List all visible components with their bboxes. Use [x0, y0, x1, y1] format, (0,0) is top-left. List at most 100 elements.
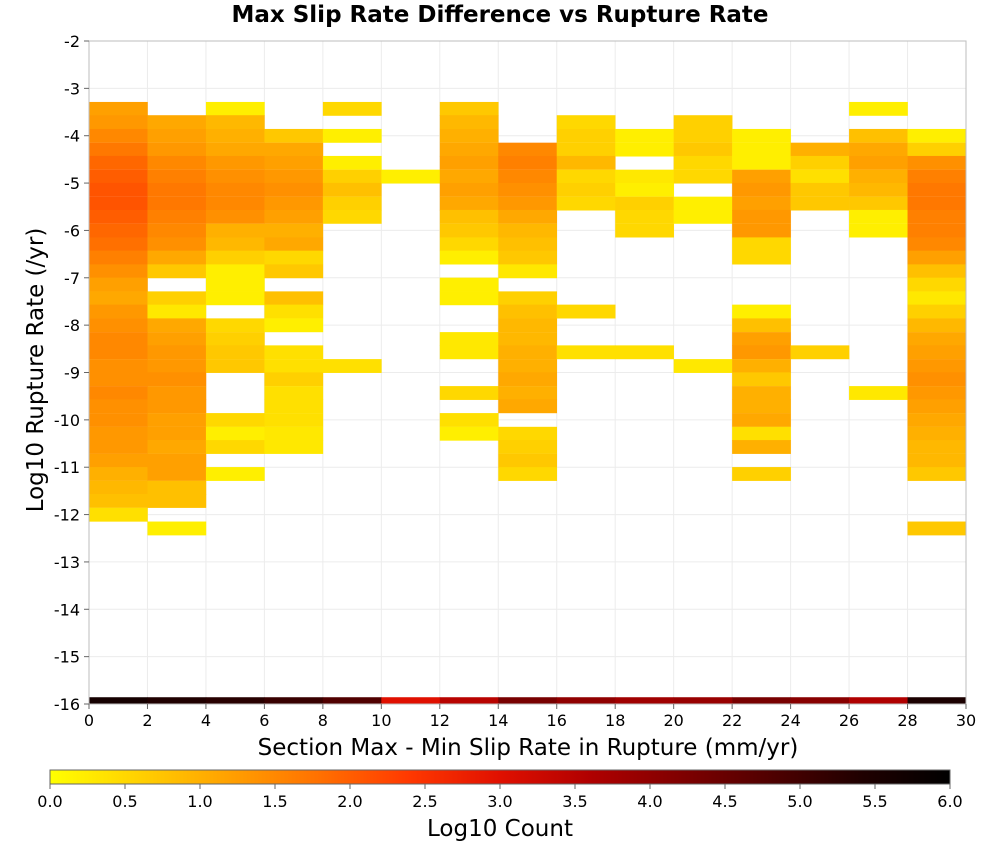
x-tick-label: 10	[371, 711, 391, 730]
heatmap-cell	[147, 155, 207, 170]
colorbar-tick-label: 5.5	[862, 792, 887, 811]
heatmap-cell	[732, 697, 791, 705]
x-tick-label: 30	[956, 711, 976, 730]
heatmap-cell	[790, 169, 850, 184]
heatmap-cell	[615, 345, 674, 360]
heatmap-cell	[205, 128, 265, 143]
heatmap-cell	[732, 169, 791, 184]
heatmap-cell	[89, 413, 148, 427]
heatmap-cell	[322, 697, 382, 705]
heatmap-cell	[439, 142, 499, 157]
heatmap-cell	[205, 223, 265, 238]
heatmap-cell	[205, 697, 265, 705]
heatmap-cell	[907, 237, 967, 252]
y-tick-label: -10	[54, 411, 80, 430]
heatmap-cell	[849, 196, 908, 211]
heatmap-cell	[89, 169, 148, 184]
x-tick-label: 14	[488, 711, 508, 730]
x-tick-label: 8	[318, 711, 328, 730]
colorbar-tick-label: 3.5	[562, 792, 587, 811]
heatmap-cell	[439, 223, 499, 238]
heatmap-cell	[498, 250, 558, 265]
y-tick-label: -13	[54, 553, 80, 572]
heatmap-cell	[205, 277, 265, 292]
y-tick-label: -15	[54, 648, 80, 667]
y-tick-label: -8	[64, 316, 80, 335]
heatmap-cell	[89, 237, 148, 252]
heatmap-cell	[264, 372, 324, 387]
heatmap-cell	[147, 386, 207, 400]
heatmap-cell	[205, 467, 265, 481]
heatmap-cell	[732, 223, 791, 238]
heatmap-cell	[849, 142, 908, 157]
colorbar-tick-label: 5.0	[787, 792, 812, 811]
heatmap-cell	[147, 196, 207, 211]
heatmap-cell	[264, 223, 324, 238]
heatmap-cell	[147, 697, 207, 705]
heatmap-cell	[556, 196, 616, 211]
heatmap-cell	[849, 209, 908, 224]
heatmap-cell	[322, 182, 382, 197]
heatmap-cell	[498, 196, 558, 211]
x-tick-label: 22	[722, 711, 742, 730]
colorbar-tick-label: 4.5	[712, 792, 737, 811]
y-tick-label: -6	[64, 221, 80, 240]
colorbar-tick-label: 2.5	[412, 792, 437, 811]
heatmap-cell	[439, 250, 499, 265]
x-tick-label: 2	[142, 711, 152, 730]
y-tick-label: -4	[64, 127, 80, 146]
heatmap-cell	[264, 426, 324, 441]
heatmap-cell	[907, 209, 967, 224]
heatmap-cell	[907, 196, 967, 211]
heatmap-cell	[147, 440, 207, 454]
heatmap-cell	[732, 250, 791, 265]
heatmap-cell	[89, 332, 148, 346]
heatmap-cell	[322, 196, 382, 211]
heatmap-cell	[89, 209, 148, 224]
x-tick-label: 0	[84, 711, 94, 730]
heatmap-cell	[732, 345, 791, 360]
heatmap-cell	[89, 264, 148, 279]
colorbar-tick-label: 4.0	[637, 792, 662, 811]
heatmap-cell	[849, 386, 908, 400]
heatmap-cell	[615, 169, 674, 184]
x-axis: 0 2 4 6 8 10 12 14 16 18 20 22 24 26 28 30	[84, 704, 976, 730]
heatmap-cell	[147, 291, 207, 306]
heatmap-cell	[673, 697, 733, 705]
heatmap-cell	[264, 209, 324, 224]
heatmap-cell	[147, 237, 207, 252]
heatmap-cell	[849, 223, 908, 238]
heatmap-cell	[264, 359, 324, 373]
heatmap-cell	[556, 128, 616, 143]
x-tick-label: 26	[839, 711, 859, 730]
heatmap-cell	[498, 142, 558, 157]
heatmap-cell	[147, 115, 207, 130]
heatmap-cell	[147, 359, 207, 373]
heatmap-cell	[732, 332, 791, 346]
heatmap-cell	[907, 453, 967, 468]
x-tick-label: 28	[897, 711, 917, 730]
heatmap-cell	[498, 209, 558, 224]
colorbar-tick-label: 1.0	[187, 792, 212, 811]
heatmap-cell	[89, 426, 148, 441]
heatmap-cell	[439, 115, 499, 130]
heatmap-cell	[264, 291, 324, 306]
heatmap-cell	[907, 426, 967, 441]
heatmap-cell	[498, 697, 558, 705]
heatmap-cell	[205, 359, 265, 373]
heatmap-cell	[264, 399, 324, 414]
heatmap-cell	[205, 440, 265, 454]
y-tick-label: -9	[64, 364, 80, 383]
y-axis-label: Log10 Rupture Rate (/yr)	[23, 228, 49, 513]
heatmap-cell	[498, 264, 558, 279]
heatmap-cell	[907, 467, 967, 481]
heatmap-cell	[439, 332, 499, 346]
heatmap-cell	[89, 440, 148, 454]
x-tick-label: 6	[259, 711, 269, 730]
heatmap-cell	[147, 480, 207, 495]
heatmap-cell	[322, 209, 382, 224]
heatmap-cell	[264, 142, 324, 157]
heatmap-cell	[732, 128, 791, 143]
heatmap-cell	[732, 399, 791, 414]
